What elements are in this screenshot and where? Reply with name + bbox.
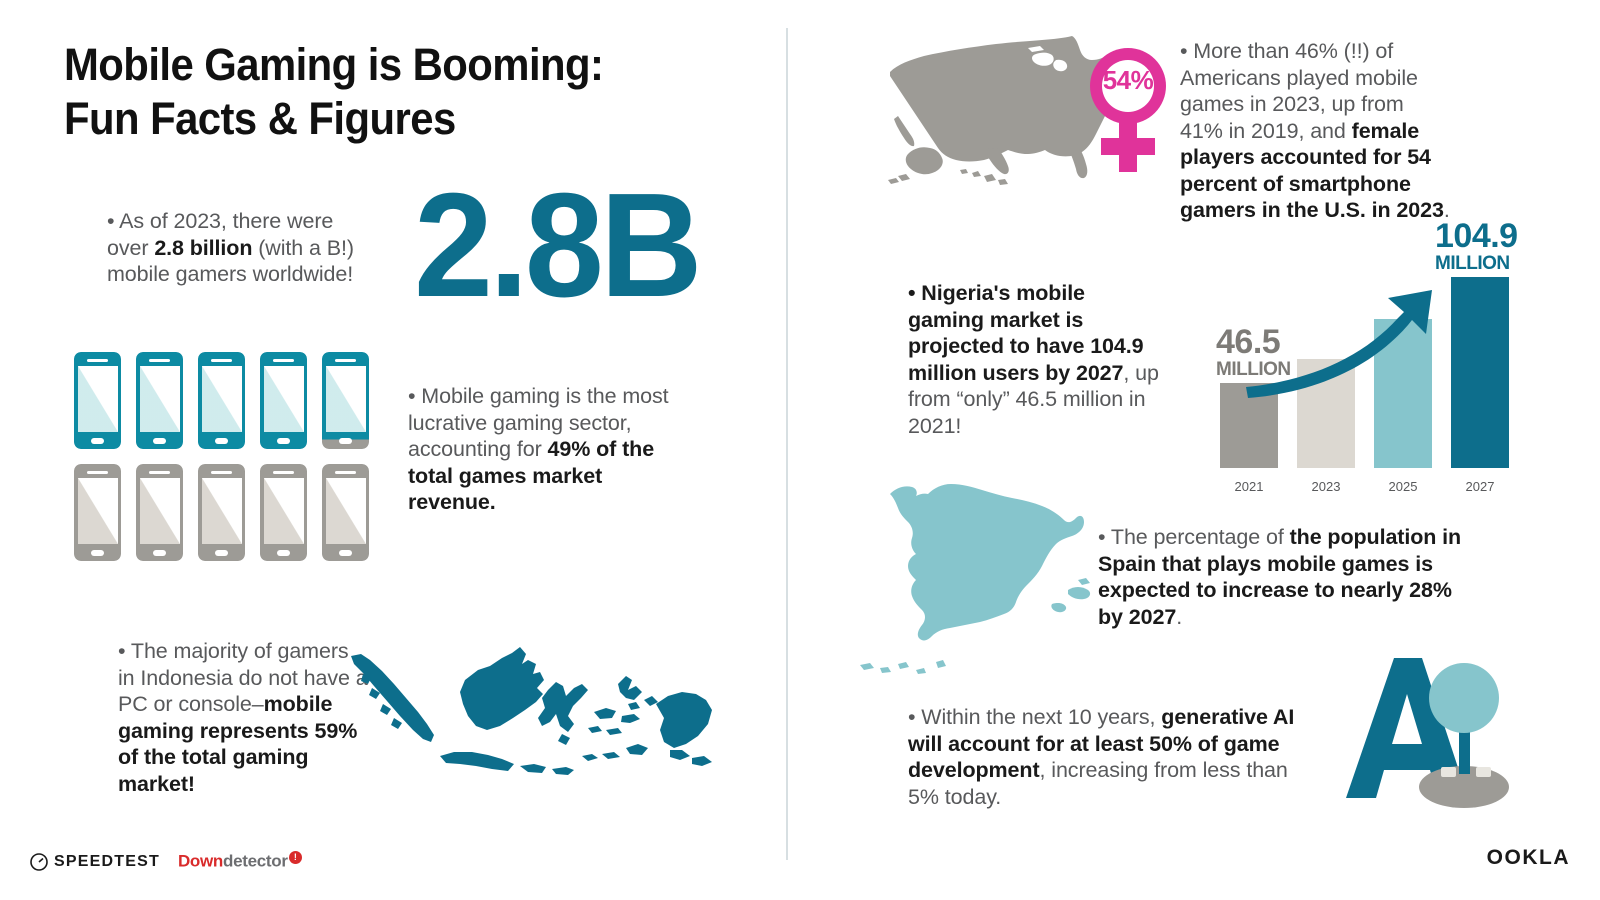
phone-icon	[260, 464, 307, 561]
phone-screen	[201, 478, 242, 544]
bar-2021	[1220, 383, 1278, 468]
bar-callout-unit: MILLION	[1435, 253, 1510, 275]
page-title: Mobile Gaming is Booming: Fun Facts & Fi…	[64, 38, 715, 146]
phone-screen	[77, 478, 118, 544]
phone-screen-sheen	[325, 478, 366, 544]
bar-2025	[1374, 318, 1432, 468]
joystick-stick	[1459, 712, 1470, 774]
downdetector-down: Down	[177, 852, 224, 871]
phone-screen	[201, 366, 242, 432]
phone-home-button	[91, 550, 104, 556]
female-percent-label: 54%	[1102, 65, 1154, 95]
phone-screen-sheen	[139, 366, 180, 432]
phone-icon	[322, 352, 369, 449]
bar-callout-value: 104.9	[1435, 217, 1518, 256]
column-divider	[786, 28, 788, 860]
phone-screen-sheen	[201, 478, 242, 544]
bar-label-2021: 2021	[1234, 479, 1264, 494]
phone-speaker	[335, 470, 356, 474]
phone-home-button	[339, 550, 352, 556]
speedometer-icon	[30, 852, 48, 871]
phone-icon	[74, 352, 121, 449]
phone-home-button	[153, 550, 166, 556]
united-states-map	[868, 30, 1158, 200]
phone-home-button	[215, 438, 228, 444]
phone-icon	[198, 352, 245, 449]
bullet-market-revenue: • Mobile gaming is the most lucrative ga…	[408, 384, 669, 514]
bullet-spain-population: • The percentage of the population in Sp…	[1098, 525, 1462, 629]
footer-logos: SPEEDTEST Downdetector!	[30, 851, 302, 872]
bullet-gamers-worldwide: • As of 2023, there were over 2.8 billio…	[107, 209, 354, 286]
spain-map	[846, 472, 1096, 682]
phone-icon	[136, 352, 183, 449]
phone-screen-sheen	[77, 478, 118, 544]
phone-screen	[139, 366, 180, 432]
phone-speaker	[273, 358, 294, 362]
bar-label-2027: 2027	[1465, 479, 1495, 494]
phone-screen	[263, 478, 304, 544]
joystick-ball	[1429, 663, 1499, 733]
phone-screen	[325, 478, 366, 544]
bullet-generative-ai: • Within the next 10 years, generative A…	[908, 705, 1295, 809]
phone-home-button	[153, 438, 166, 444]
nigeria-bar-chart: 2021 2023 2025 2027 46.5 MILLION 104.9 MILLION	[1212, 219, 1518, 496]
phone-screen-sheen	[139, 478, 180, 544]
downdetector-badge: !	[288, 851, 302, 865]
bullet-indonesia: • The majority of gamers in Indonesia do…	[118, 639, 368, 796]
phone-home-button	[277, 550, 290, 556]
page-title-line1: Mobile Gaming is Booming:	[64, 39, 604, 90]
speedtest-wordmark: SPEEDTEST	[54, 852, 160, 870]
phone-speaker	[87, 358, 108, 362]
ai-joystick-graphic	[1338, 650, 1518, 810]
downdetector-logo: Downdetector!	[178, 851, 302, 872]
bar-2023	[1297, 358, 1355, 468]
bar-label-2023: 2023	[1311, 479, 1341, 494]
phone-home-button	[215, 550, 228, 556]
phone-home-button	[339, 438, 352, 444]
phone-speaker	[273, 470, 294, 474]
phone-screen-sheen	[263, 478, 304, 544]
bar-callout-value: 46.5	[1216, 323, 1281, 362]
phone-speaker	[211, 358, 232, 362]
phone-icon	[74, 464, 121, 561]
phone-icon	[198, 464, 245, 561]
bar-callout-2021: 46.5 MILLION	[1216, 325, 1291, 379]
phone-screen	[77, 366, 118, 432]
letter-a	[1346, 658, 1468, 798]
phone-speaker	[211, 470, 232, 474]
phone-speaker	[149, 358, 170, 362]
page-title-line2: Fun Facts & Figures	[64, 93, 456, 144]
speedtest-logo: SPEEDTEST	[30, 853, 160, 871]
phone-screen	[139, 478, 180, 544]
phone-icon	[260, 352, 307, 449]
bullet-usa-players: • More than 46% (!!) of Americans played…	[1180, 39, 1450, 222]
phone-speaker	[87, 470, 108, 474]
phone-screen	[325, 366, 366, 432]
phone-screen	[263, 366, 304, 432]
female-symbol-icon: 54%	[1090, 48, 1174, 178]
phone-speaker	[149, 470, 170, 474]
phone-speaker	[335, 358, 356, 362]
phone-screen-sheen	[263, 366, 304, 432]
downdetector-detector: detector	[223, 852, 288, 871]
phone-icon	[322, 464, 369, 561]
bar-2027	[1451, 277, 1509, 468]
bar-callout-2027: 104.9 MILLION	[1435, 219, 1518, 273]
phone-home-button	[277, 438, 290, 444]
phone-screen-sheen	[325, 366, 366, 432]
bar-label-2025: 2025	[1388, 479, 1418, 494]
phone-screen-sheen	[201, 366, 242, 432]
bar-callout-unit: MILLION	[1216, 359, 1291, 381]
indonesia-map	[330, 638, 712, 788]
big-stat-value: 2.8B	[414, 163, 703, 328]
bullet-nigeria-market: • Nigeria's mobile gaming market is proj…	[908, 281, 1159, 438]
phone-grid	[74, 352, 380, 568]
phone-screen-sheen	[77, 366, 118, 432]
phone-icon	[136, 464, 183, 561]
phone-home-button	[91, 438, 104, 444]
ookla-logo: OOKLA	[1486, 846, 1570, 869]
